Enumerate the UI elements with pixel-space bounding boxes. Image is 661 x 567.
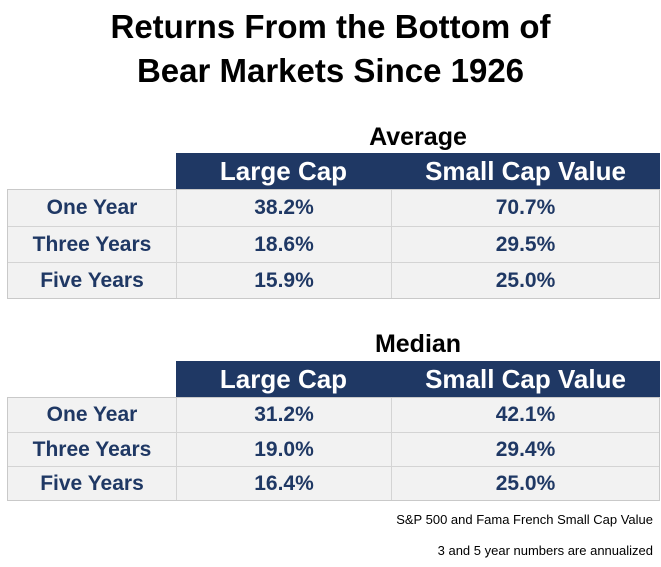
row-label: One Year xyxy=(8,398,177,432)
median-table-header: Large Cap Small Cap Value xyxy=(176,361,660,397)
table-row: One Year 38.2% 70.7% xyxy=(8,190,659,226)
average-section-label: Average xyxy=(369,123,467,151)
large-cap-value: 18.6% xyxy=(177,227,392,262)
large-cap-value: 38.2% xyxy=(177,190,392,226)
large-cap-value: 19.0% xyxy=(177,433,392,466)
small-cap-value: 25.0% xyxy=(495,471,556,495)
row-label: One Year xyxy=(8,190,177,226)
source-note: S&P 500 and Fama French Small Cap Value xyxy=(396,512,653,527)
row-label: Three Years xyxy=(8,227,177,262)
small-cap-value: 42.1% xyxy=(495,403,556,426)
large-cap-value: 16.4% xyxy=(177,467,392,500)
small-cap-value: 70.7% xyxy=(495,196,556,219)
median-table-body: One Year 31.2% 42.1% Three Years 19.0% 2… xyxy=(7,397,660,501)
table-row: Three Years 19.0% 29.4% xyxy=(8,432,659,466)
large-cap-value: 15.9% xyxy=(177,263,392,298)
column-header-large-cap: Large Cap xyxy=(219,156,348,186)
table-row: Five Years 15.9% 25.0% xyxy=(8,262,659,298)
row-label: Three Years xyxy=(8,433,177,466)
median-section-label: Median xyxy=(374,330,462,358)
small-cap-value: 25.0% xyxy=(495,268,556,292)
column-header-small-cap-value: Small Cap Value xyxy=(425,364,626,394)
large-cap-value: 31.2% xyxy=(177,398,392,432)
table-row: One Year 31.2% 42.1% xyxy=(8,398,659,432)
table-row: Five Years 16.4% 25.0% xyxy=(8,466,659,500)
average-table-header: Large Cap Small Cap Value xyxy=(176,153,660,189)
table-row: Three Years 18.6% 29.5% xyxy=(8,226,659,262)
average-table-body: One Year 38.2% 70.7% Three Years 18.6% 2… xyxy=(7,189,660,299)
small-cap-value: 29.4% xyxy=(495,437,556,461)
small-cap-value: 29.5% xyxy=(495,232,556,256)
title-line-1: Returns From the Bottom of xyxy=(110,8,551,45)
row-label: Five Years xyxy=(8,263,177,298)
annualized-note: 3 and 5 year numbers are annualized xyxy=(437,543,653,558)
column-header-small-cap-value: Small Cap Value xyxy=(425,156,626,186)
row-label: Five Years xyxy=(8,467,177,500)
title-line-2: Bear Markets Since 1926 xyxy=(136,52,525,89)
column-header-large-cap: Large Cap xyxy=(219,364,348,394)
